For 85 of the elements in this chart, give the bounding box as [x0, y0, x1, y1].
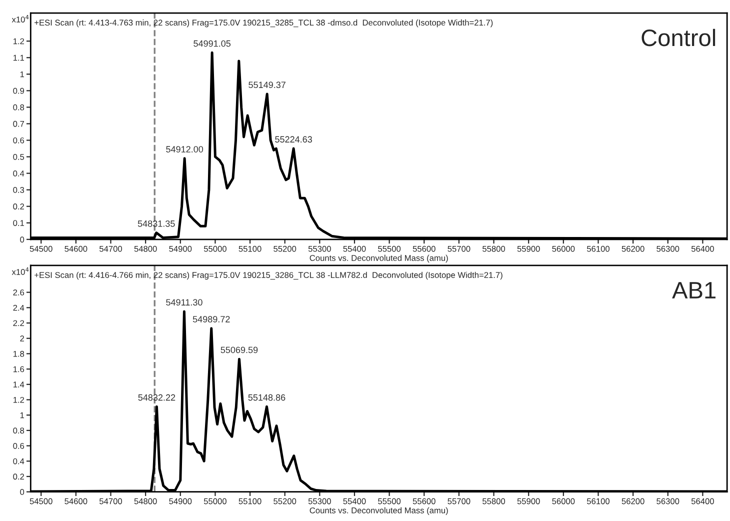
x-tick-label: 54500 [30, 246, 52, 252]
x-tick-label: 54800 [134, 498, 157, 504]
x-tick-label: 56000 [552, 246, 575, 252]
x-tick-label: 54500 [30, 498, 52, 504]
x-tick-label: 56400 [691, 246, 714, 252]
x-tick-label: 55800 [482, 246, 506, 252]
x-tick-label: 55900 [517, 498, 540, 504]
x-tick-label: 55600 [412, 246, 436, 252]
text: +ESI Scan (rt: 4.416-4.766 min, 22 scans) Frag=175.0V 190215_3286_TCL 38 -LLM782.d Deconvoluted (Isotope Width=21.7) [34, 272, 502, 280]
annotation: 55224.63 [275, 136, 312, 143]
x-tick-label: 54600 [64, 246, 88, 252]
y-tick-label: 0.7 [13, 120, 24, 127]
y-tick-label: 0.4 [13, 170, 24, 176]
annotation: 55149.37 [248, 82, 286, 88]
x-tick-label: 56000 [552, 498, 575, 504]
x-tick-label: 56100 [586, 246, 610, 252]
x-tick-label: 55000 [204, 246, 226, 252]
y-tick-label: 0.6 [13, 137, 24, 144]
x-tick-label: 54600 [64, 498, 88, 504]
x-tick-label: 55300 [308, 246, 331, 252]
x-tick-label: 54800 [134, 246, 157, 252]
y-axis-title: x10$^{4}$ [12, 14, 29, 22]
y-tick-label: 1.1 [13, 54, 24, 61]
y-tick-label: 0.9 [13, 88, 24, 94]
annotation: 54831.35 [138, 220, 175, 227]
text: +ESI Scan (rt: 4.413-4.763 min, 22 scans) Frag=175.0V 190215_3285_TCL 38 -dmso.d Deconvoluted (Isotope Width=21.7) [34, 19, 493, 28]
y-tick-label: 0.3 [13, 187, 24, 193]
x-tick-label: 55500 [378, 498, 401, 504]
x-tick-label: 56400 [691, 498, 714, 504]
annotation: 54911.30 [166, 299, 202, 306]
x-tick-label: 55400 [343, 498, 366, 504]
y-tick-label: 1.2 [13, 38, 24, 44]
x-tick-label: 56200 [622, 498, 644, 504]
y-tick-label: 0.8 [13, 104, 24, 110]
y-tick-label: 1.8 [13, 350, 24, 357]
x-axis-title: Counts vs. Deconvoluted Mass (amu) [310, 507, 448, 515]
x-tick-label: 55200 [274, 498, 296, 504]
x-tick-label: 54700 [99, 246, 122, 252]
x-tick-label: 55700 [448, 498, 470, 504]
x-axis-title: Counts vs. Deconvoluted Mass (amu) [310, 254, 448, 263]
y-tick-label: 1.4 [13, 382, 24, 388]
x-tick-label: 56100 [586, 498, 610, 504]
y-tick-label: 1 [20, 412, 24, 418]
y-tick-label: 0 [20, 489, 24, 495]
x-tick-label: 55100 [238, 498, 262, 504]
annotation: 55069.59 [220, 346, 258, 354]
y-tick-label: 0.1 [13, 220, 24, 226]
x-tick-label: 55900 [517, 246, 540, 252]
x-tick-label: 55700 [448, 246, 470, 252]
annotation: 54912.00 [166, 146, 204, 152]
x-tick-label: 56300 [656, 498, 680, 504]
x-tick-label: 55600 [412, 498, 436, 504]
x-tick-label: 56200 [622, 246, 644, 252]
x-tick-label: 54700 [99, 498, 122, 504]
y-tick-label: 0.2 [13, 474, 24, 480]
x-tick-label: 55200 [274, 246, 296, 252]
y-tick-label: 0 [20, 236, 24, 242]
x-tick-label: 55300 [308, 498, 331, 504]
y-tick-label: 2 [20, 336, 24, 342]
y-tick-label: 0.8 [13, 428, 24, 434]
x-tick-label: 56300 [656, 246, 680, 252]
annotation: 55148.86 [248, 394, 286, 401]
x-tick-label: 55800 [482, 498, 506, 504]
annotation: 54989.72 [192, 316, 230, 322]
x-tick-label: 54900 [169, 246, 192, 252]
y-tick-label: 1.6 [13, 366, 24, 372]
y-tick-label: 0.4 [13, 458, 24, 464]
y-tick-label: 0.6 [13, 442, 24, 449]
y-tick-label: 2.6 [13, 290, 24, 296]
y-tick-label: 0.5 [13, 154, 24, 160]
y-tick-label: 2.4 [13, 304, 24, 311]
y-tick-label: 2.2 [13, 320, 24, 326]
annotation: AB1 [672, 282, 716, 298]
x-tick-label: 55500 [378, 246, 401, 252]
x-tick-label: 54900 [169, 498, 192, 504]
annotation: Control [642, 28, 716, 46]
x-tick-label: 55100 [238, 246, 262, 252]
y-tick-label: 0.2 [13, 204, 24, 210]
x-tick-label: 55400 [343, 246, 366, 252]
x-tick-label: 55000 [204, 498, 226, 504]
annotation: 54991.05 [194, 40, 231, 47]
y-tick-label: 1.2 [13, 396, 24, 403]
y-tick-label: 1 [20, 71, 24, 78]
annotation: 54832.22 [138, 394, 176, 401]
y-axis-title: x10$^{4}$ [12, 267, 29, 275]
